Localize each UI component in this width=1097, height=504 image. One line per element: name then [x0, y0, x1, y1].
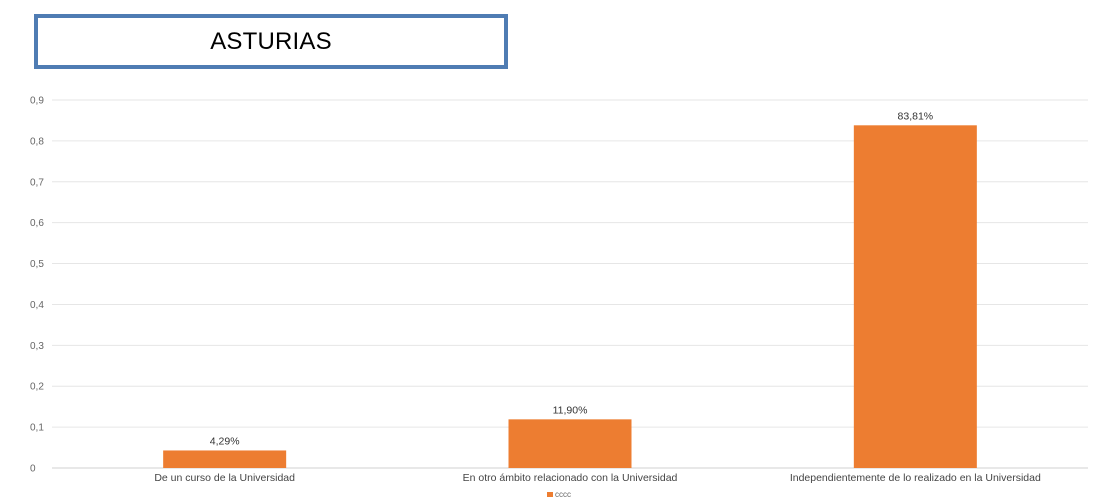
y-tick-label: 0,3 [30, 341, 44, 352]
data-label: 83,81% [898, 110, 934, 122]
y-tick-label: 0,5 [30, 259, 44, 270]
bar [853, 125, 977, 469]
bar [508, 419, 632, 468]
y-tick-label: 0,1 [30, 423, 44, 434]
y-tick-label: 0,2 [30, 382, 44, 393]
y-tick-label: 0,4 [30, 300, 44, 311]
x-tick-label: En otro ámbito relacionado con la Univer… [463, 472, 678, 484]
bar [163, 450, 287, 468]
page-title: ASTURIAS [210, 27, 332, 55]
data-label: 11,90% [553, 404, 588, 416]
y-tick-label: 0,7 [30, 177, 44, 188]
legend-label: cccc [555, 490, 571, 499]
y-tick-label: 0,9 [30, 96, 44, 107]
y-tick-label: 0,6 [30, 218, 44, 229]
title-box: ASTURIAS [34, 14, 508, 69]
legend-swatch [547, 492, 553, 497]
x-tick-label: De un curso de la Universidad [154, 472, 295, 484]
x-tick-label: Independientemente de lo realizado en la… [790, 472, 1041, 484]
y-tick-label: 0 [30, 464, 36, 475]
y-tick-label: 0,8 [30, 136, 44, 147]
data-label: 4,29% [210, 435, 240, 447]
